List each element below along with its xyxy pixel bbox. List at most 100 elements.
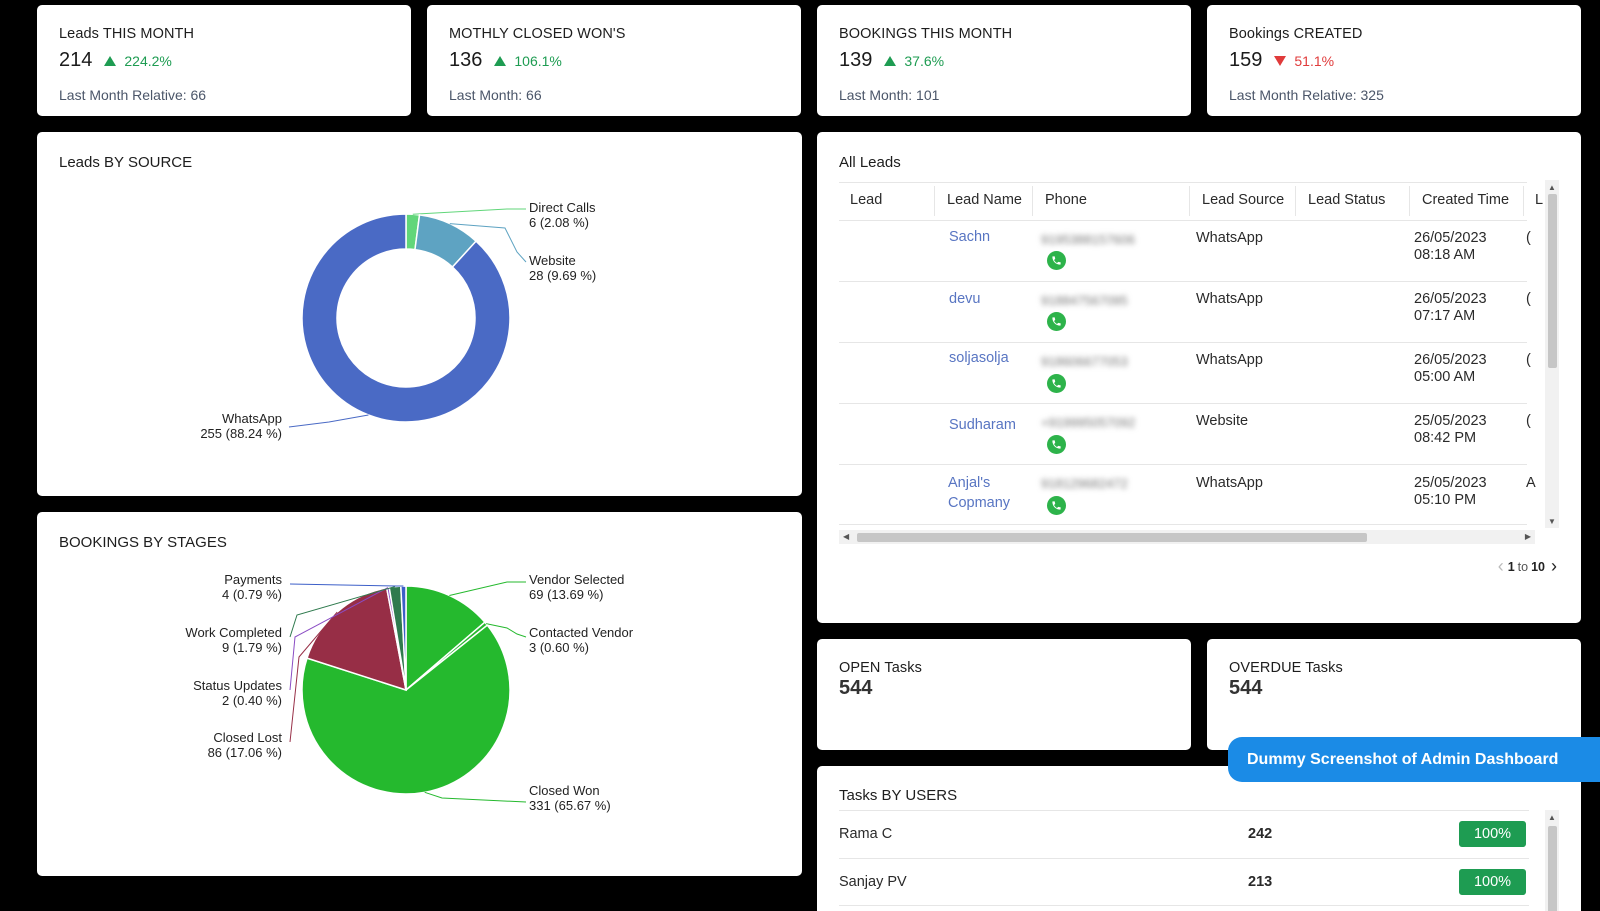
next-page-icon[interactable]: › <box>1551 556 1557 576</box>
scroll-up-arrow-icon[interactable]: ▲ <box>1548 813 1556 822</box>
whatsapp-icon[interactable] <box>1047 251 1066 270</box>
kpi-card-monthly-closed-won: MOTHLY CLOSED WON'S 136 106.1% Last Mont… <box>427 5 801 116</box>
leader-line-5 <box>289 586 396 638</box>
slice-label-1: Contacted Vendor 3 (0.60 %) <box>529 625 634 655</box>
lead-name-link[interactable]: Sachn <box>949 229 991 245</box>
created-date: 26/05/2023 <box>1414 291 1487 307</box>
slice-vendor-selected[interactable] <box>405 585 486 692</box>
scroll-up-arrow-icon[interactable]: ▲ <box>1548 183 1556 192</box>
card-title: BOOKINGS BY STAGES <box>59 534 227 551</box>
open-tasks-value: 544 <box>839 677 873 699</box>
leader-line-6 <box>289 583 404 587</box>
leader-line-1 <box>485 623 527 638</box>
table-horizontal-scrollbar[interactable]: ◀ ▶ <box>839 530 1535 544</box>
created-time: 05:00 AM <box>1414 369 1476 385</box>
scrollbar-thumb[interactable] <box>1548 194 1557 368</box>
kpi-subtext: Last Month Relative: 66 <box>59 87 207 103</box>
card-title: OVERDUE Tasks <box>1229 660 1343 676</box>
lead-name-link[interactable]: devu <box>949 291 981 307</box>
column-header-lead-source[interactable]: Lead Source <box>1202 192 1285 208</box>
card-title: Tasks BY USERS <box>839 787 958 804</box>
truncated-cell: ( <box>1526 291 1531 307</box>
created-date: 25/05/2023 <box>1414 413 1487 429</box>
slice-closed-won[interactable] <box>301 624 511 795</box>
truncated-cell: ( <box>1526 413 1531 429</box>
column-header-lead-name[interactable]: Lead Name <box>947 192 1022 208</box>
lead-name-link[interactable]: Sudharam <box>949 417 1016 433</box>
card-title: All Leads <box>839 154 901 171</box>
completion-badge: 100% <box>1459 869 1526 895</box>
table-row[interactable]: soljasolja 918606677053 WhatsApp 26/05/2… <box>839 342 1531 403</box>
column-header-lead-status[interactable]: Lead Status <box>1308 192 1386 208</box>
card-title: Leads BY SOURCE <box>59 154 193 171</box>
scrollbar-thumb[interactable] <box>1548 826 1557 911</box>
truncated-cell: A <box>1526 475 1536 491</box>
prev-page-icon[interactable]: ‹ <box>1497 556 1504 576</box>
table-row[interactable]: Sachn 9195388157606 WhatsApp 26/05/2023 … <box>839 220 1531 281</box>
kpi-value: 139 <box>839 49 873 71</box>
slice-label-2: Closed Won 331 (65.67 %) <box>529 783 611 813</box>
created-time: 08:18 AM <box>1414 247 1476 263</box>
kpi-value: 136 <box>449 49 483 71</box>
user-name: Rama C <box>839 826 893 842</box>
table-row[interactable]: devu 918847567095 WhatsApp 26/05/2023 07… <box>839 281 1531 342</box>
table-vertical-scrollbar[interactable]: ▲ ▼ <box>1545 180 1559 528</box>
lead-source: Website <box>1196 413 1249 429</box>
created-time: 05:10 PM <box>1414 492 1477 508</box>
created-date: 26/05/2023 <box>1414 352 1487 368</box>
column-header-lead[interactable]: Lead <box>850 192 883 208</box>
dummy-screenshot-banner: Dummy Screenshot of Admin Dashboard <box>1228 737 1600 782</box>
kpi-title: BOOKINGS THIS MONTH <box>839 26 1013 42</box>
trend-up-icon <box>104 55 117 66</box>
task-count: 242 <box>1248 826 1273 842</box>
user-name: Sanjay PV <box>839 874 907 890</box>
kpi-trend: 224.2% <box>104 53 172 69</box>
slice-label-5: Work Completed 9 (1.79 %) <box>185 625 282 655</box>
leader-line-0 <box>412 208 526 215</box>
lead-source: WhatsApp <box>1196 475 1263 491</box>
table-row[interactable]: Sanjay PV 213 100% <box>839 858 1529 906</box>
created-time: 08:42 PM <box>1414 430 1477 446</box>
table-row[interactable]: Anjal's Copmany 918129682472 WhatsApp 25… <box>839 464 1536 525</box>
lead-source: WhatsApp <box>1196 230 1263 246</box>
scroll-left-arrow-icon[interactable]: ◀ <box>843 532 850 541</box>
scroll-right-arrow-icon[interactable]: ▶ <box>1524 532 1531 541</box>
slice-label-6: Payments 4 (0.79 %) <box>222 572 282 602</box>
column-header-created-time[interactable]: Created Time <box>1422 192 1510 208</box>
overdue-tasks-card: OVERDUE Tasks 544 <box>1207 639 1581 750</box>
kpi-trend: 51.1% <box>1274 53 1334 69</box>
column-header-phone[interactable]: Phone <box>1045 192 1087 208</box>
bookings-by-stages-pie-chart: Vendor Selected 69 (13.69 %) Contacted Ven… <box>185 572 634 813</box>
kpi-value: 159 <box>1229 49 1263 71</box>
scrollbar-thumb[interactable] <box>857 533 1367 542</box>
kpi-card-bookings-created: Bookings CREATED 159 51.1% Last Month Re… <box>1207 5 1581 116</box>
trend-up-icon <box>494 55 507 66</box>
table-row[interactable]: Sudharam +919995057092 Website 25/05/202… <box>839 403 1531 464</box>
lead-name-link[interactable]: soljasolja <box>949 350 1009 366</box>
lead-name-link-line2[interactable]: Copmany <box>948 495 1011 511</box>
kpi-trend: 37.6% <box>884 53 944 69</box>
whatsapp-icon[interactable] <box>1047 374 1066 393</box>
leader-line-0 <box>449 581 526 596</box>
phone-number: +919995057092 <box>1041 415 1136 430</box>
phone-number: 9195388157606 <box>1041 232 1135 247</box>
whatsapp-icon[interactable] <box>1047 496 1066 515</box>
kpi-subtext: Last Month Relative: 325 <box>1229 87 1384 103</box>
whatsapp-icon[interactable] <box>1047 312 1066 331</box>
column-header-truncated[interactable]: L <box>1535 192 1544 208</box>
trend-up-icon <box>884 55 897 66</box>
tasks-vertical-scrollbar[interactable]: ▲ <box>1545 810 1559 911</box>
leads-by-source-donut-chart: Direct Calls 6 (2.08 %) Website 28 (9.69 %)… <box>200 200 596 441</box>
lead-name-link[interactable]: Anjal's <box>948 475 991 491</box>
leader-line-2 <box>424 791 527 803</box>
page-to: 10 <box>1531 559 1545 574</box>
slice-whatsapp[interactable] <box>301 213 511 423</box>
scroll-down-arrow-icon[interactable]: ▼ <box>1548 517 1556 526</box>
slice-label-0: Vendor Selected 69 (13.69 %) <box>529 572 624 602</box>
truncated-cell: ( <box>1526 230 1531 246</box>
tasks-by-users-card: Tasks BY USERS Rama C 242 100% Sanjay PV… <box>817 766 1581 911</box>
pagination: ‹ 1 to 10 › <box>1498 556 1557 577</box>
whatsapp-icon[interactable] <box>1047 435 1066 454</box>
trend-down-icon <box>1274 55 1287 66</box>
table-row[interactable]: Rama C 242 100% <box>839 810 1529 858</box>
